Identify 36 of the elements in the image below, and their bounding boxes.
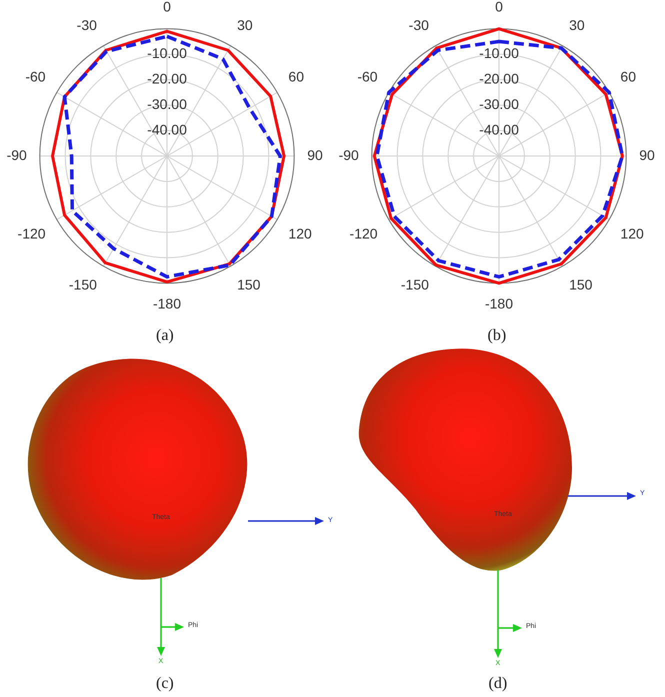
y-tick-label: -30.00: [147, 96, 188, 112]
spoke-label: 120: [620, 225, 644, 242]
spoke-label: 120: [288, 225, 312, 242]
y-tick-label: -20.00: [147, 70, 188, 87]
spoke-label: -150: [400, 276, 430, 293]
spoke-label: -60: [25, 68, 46, 84]
spoke-label: 30: [237, 17, 253, 34]
spoke-label: -120: [18, 225, 46, 242]
y-tick-label: -10.00: [479, 45, 520, 62]
spoke-label: 150: [237, 276, 261, 293]
spoke-label: 150: [569, 276, 593, 293]
spoke-label: 30: [569, 17, 585, 34]
spoke-label: -180: [484, 295, 514, 312]
spoke-label: -30: [76, 17, 98, 34]
text: (d): [488, 675, 508, 693]
spoke-label: -120: [350, 225, 378, 242]
spoke-label: 90: [639, 146, 655, 163]
spoke-label: 60: [288, 68, 304, 84]
spoke-label: -30: [408, 17, 430, 34]
spoke-label: 60: [620, 68, 636, 84]
spoke-label: 90: [307, 146, 323, 163]
text: (c): [156, 675, 174, 693]
y-tick-label: -30.00: [479, 96, 520, 112]
y-tick-label: -10.00: [147, 45, 188, 62]
text: (a): [156, 327, 174, 345]
y-tick-label: -40.00: [147, 121, 188, 138]
y-tick-label: -40.00: [479, 121, 520, 138]
spoke-label: 0: [495, 0, 504, 14]
spoke-label: -180: [152, 295, 182, 312]
text: (b): [488, 327, 506, 345]
spoke-label: -150: [68, 276, 98, 293]
spoke-label: -90: [338, 146, 360, 163]
spoke-label: -90: [6, 146, 28, 163]
spoke-label: -60: [357, 68, 378, 84]
y-tick-label: -20.00: [479, 70, 520, 87]
spoke-label: 0: [163, 0, 172, 14]
